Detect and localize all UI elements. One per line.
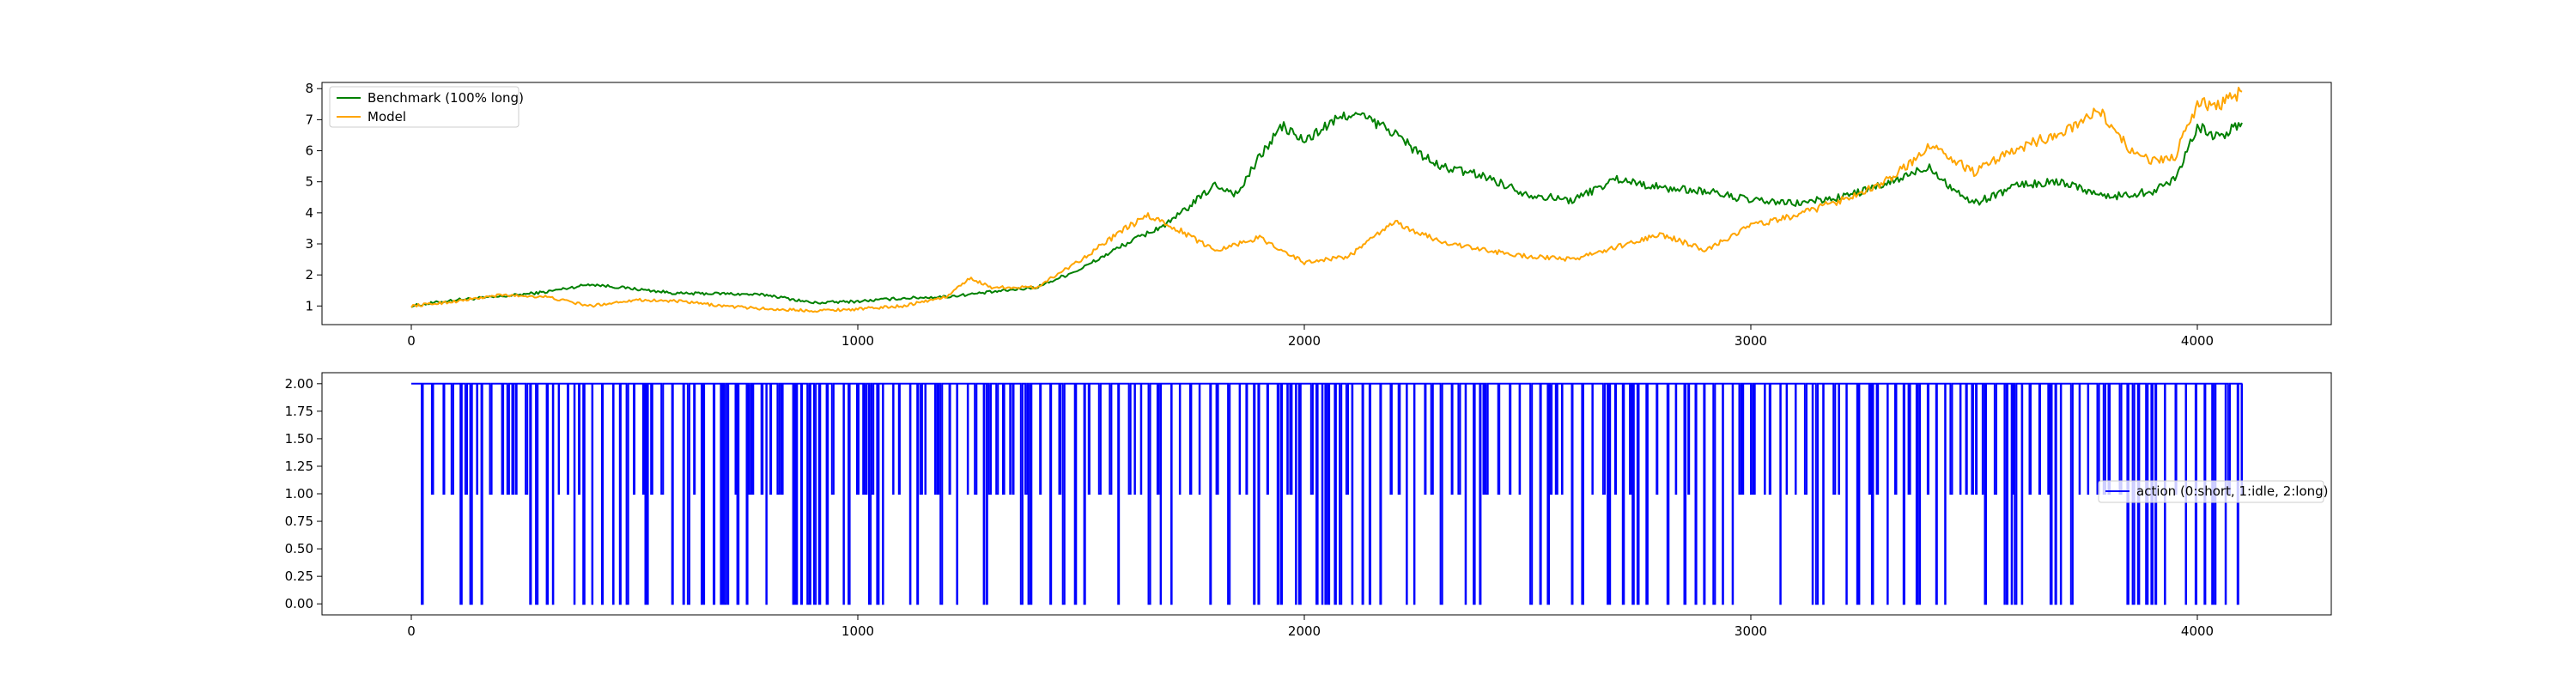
equity-y-tick-label: 7 [305,112,313,127]
action-y-axis: 0.00 0.25 0.50 0.75 1.00 1.25 1.50 1.75 2.00 [285,376,322,611]
action-y-tick-label: 0.75 [285,514,313,529]
series-line-action [411,382,2243,605]
action-x-axis: 0 1000 2000 3000 4000 [407,615,2214,639]
equity-y-tick-label: 1 [305,298,313,313]
action-x-tick-label: 4000 [2181,623,2214,639]
legend-label-action: action (0:short, 1:idle, 2:long) [2136,483,2329,499]
legend-label-model: Model [368,109,406,125]
action-chart: 0.00 0.25 0.50 0.75 1.00 1.25 1.50 1.75 2.00 0 10… [285,372,2332,639]
series-line-benchmark [410,111,2243,308]
action-x-tick-label: 1000 [841,623,874,639]
equity-y-axis: 1 2 3 4 5 6 7 8 [305,81,322,313]
equity-chart: 1 2 3 4 5 6 7 8 0 1000 2000 3000 4000 Benchmark (10… [305,81,2332,349]
action-x-tick-label: 2000 [1288,623,1321,639]
equity-plot-frame [321,82,2332,325]
action-series [411,382,2243,605]
equity-y-tick-label: 8 [305,81,313,96]
action-x-tick-label: 3000 [1735,623,1767,639]
action-y-tick-label: 0.50 [285,541,313,556]
equity-y-tick-label: 2 [305,267,313,283]
action-y-tick-label: 0.25 [285,568,313,584]
action-y-tick-label: 1.75 [285,404,313,419]
action-y-tick-label: 2.00 [285,376,313,392]
equity-x-tick-label: 3000 [1735,333,1767,349]
action-y-tick-label: 1.25 [285,459,313,474]
equity-x-tick-label: 2000 [1288,333,1321,349]
equity-x-axis: 0 1000 2000 3000 4000 [407,325,2214,349]
action-y-tick-label: 1.00 [285,486,313,502]
equity-y-tick-label: 3 [305,236,313,252]
action-y-tick-label: 1.50 [285,431,313,447]
action-x-tick-label: 0 [407,623,416,639]
equity-x-tick-label: 4000 [2181,333,2214,349]
equity-x-tick-label: 0 [407,333,416,349]
equity-y-tick-label: 4 [305,205,313,221]
legend-label-benchmark: Benchmark (100% long) [368,90,524,106]
legend-box [329,86,519,128]
equity-x-tick-label: 1000 [841,333,874,349]
equity-y-tick-label: 6 [305,143,313,159]
equity-legend: Benchmark (100% long) Model [329,86,524,128]
equity-y-tick-label: 5 [305,174,313,190]
series-line-model [410,87,2243,313]
legend-box [2098,480,2324,503]
action-y-tick-label: 0.00 [285,596,313,611]
action-legend: action (0:short, 1:idle, 2:long) [2098,480,2329,503]
equity-series [410,87,2243,313]
